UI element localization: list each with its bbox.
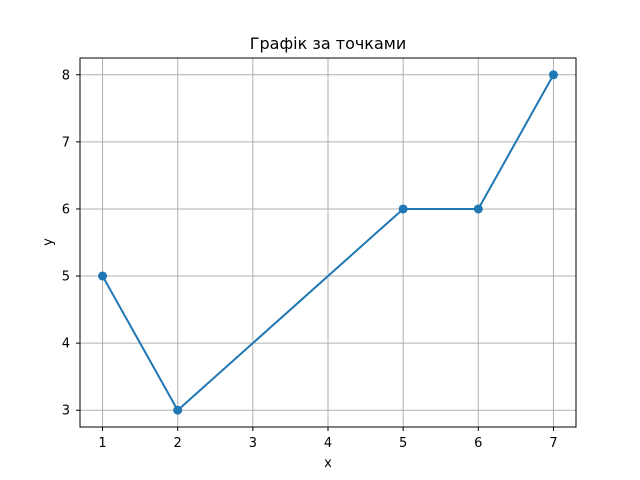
- data-point: [398, 204, 408, 214]
- y-tick-label: 5: [62, 270, 70, 285]
- y-tick-label: 7: [62, 135, 70, 150]
- data-point: [98, 271, 108, 281]
- y-tick-label: 3: [62, 404, 70, 419]
- axis-ticks: 1 2 3 4 5 6 7 3 4 5 6 7 8: [62, 68, 558, 451]
- y-tick-label: 6: [62, 202, 70, 217]
- x-tick-label: 4: [324, 436, 332, 451]
- data-point: [473, 204, 483, 214]
- plot-frame: [79, 57, 577, 428]
- data-point: [548, 70, 558, 80]
- data-point: [173, 405, 183, 415]
- x-axis-label: x: [324, 456, 332, 471]
- chart-title: Графік за точками: [250, 34, 407, 53]
- x-tick-label: 2: [174, 436, 182, 451]
- x-tick-label: 6: [474, 436, 482, 451]
- series: [98, 70, 558, 415]
- x-tick-label: 1: [98, 436, 106, 451]
- x-tick-label: 5: [399, 436, 407, 451]
- grid: [80, 58, 576, 427]
- x-tick-label: 7: [549, 436, 557, 451]
- y-axis-label: y: [41, 238, 56, 246]
- x-tick-label: 3: [249, 436, 257, 451]
- y-tick-label: 4: [62, 337, 70, 352]
- y-tick-label: 8: [62, 68, 70, 83]
